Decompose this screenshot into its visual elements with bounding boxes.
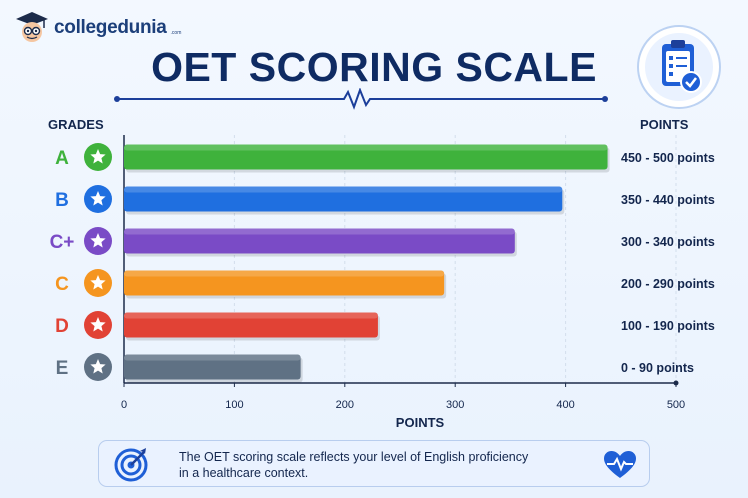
footer-note: The OET scoring scale reflects your leve… (98, 440, 650, 487)
x-tick-label: 400 (556, 399, 574, 411)
bar-highlight (124, 144, 608, 151)
points-label: 0 - 90 points (621, 361, 694, 375)
star-icon (90, 317, 106, 332)
bar-D (124, 312, 378, 338)
bar-highlight (124, 312, 378, 319)
footer-line-2: in a healthcare context. (179, 466, 309, 480)
bar-B (124, 186, 563, 212)
star-icon (90, 233, 106, 248)
bar-highlight (124, 354, 301, 361)
page-title: OET SCORING SCALE (151, 44, 597, 90)
points-label: 300 - 340 points (621, 235, 715, 249)
points-label: 100 - 190 points (621, 319, 715, 333)
star-icon (90, 359, 106, 374)
mascot-icon (16, 12, 48, 42)
x-tick-label: 300 (446, 399, 464, 411)
brand-name: collegedunia (54, 17, 167, 38)
footer-line-1: The OET scoring scale reflects your leve… (179, 450, 529, 464)
grades-header: GRADES (48, 117, 104, 132)
grade-letter-D: D (55, 316, 69, 337)
x-tick-label: 0 (121, 399, 127, 411)
footer-text: The OET scoring scale reflects your leve… (179, 449, 579, 481)
star-icon (90, 191, 106, 206)
title-divider (114, 88, 608, 110)
points-header: POINTS (640, 117, 689, 132)
grade-letter-A: A (55, 148, 69, 169)
grade-letter-C: C (55, 274, 69, 295)
bar-highlight (124, 270, 445, 277)
bar-chart: 0 100 200 300 400 500 POINTS A 450 - 500 points B… (50, 135, 715, 430)
points-label: 450 - 500 points (621, 151, 715, 165)
bar-highlight (124, 228, 515, 235)
points-label: 350 - 440 points (621, 193, 715, 207)
bar-C+ (124, 228, 515, 254)
points-label: 200 - 290 points (621, 277, 715, 291)
star-icon (90, 149, 106, 164)
heart-pulse-icon (604, 451, 636, 478)
grade-letter-B: B (55, 190, 69, 211)
x-tick-label: 100 (225, 399, 243, 411)
star-icon (90, 275, 106, 290)
x-axis-title: POINTS (396, 415, 445, 430)
bar-C (124, 270, 445, 296)
grade-letter-E: E (56, 358, 69, 379)
brand-logo[interactable]: collegedunia .com (14, 10, 181, 46)
x-tick-label: 200 (336, 399, 354, 411)
bar-E (124, 354, 301, 380)
brand-tld: .com (170, 30, 182, 36)
clipboard-check-icon (637, 25, 721, 109)
grade-letter-C+: C+ (50, 232, 75, 253)
target-icon (114, 448, 148, 482)
bar-highlight (124, 186, 563, 193)
x-tick-label: 500 (667, 399, 685, 411)
bar-A (124, 144, 608, 170)
